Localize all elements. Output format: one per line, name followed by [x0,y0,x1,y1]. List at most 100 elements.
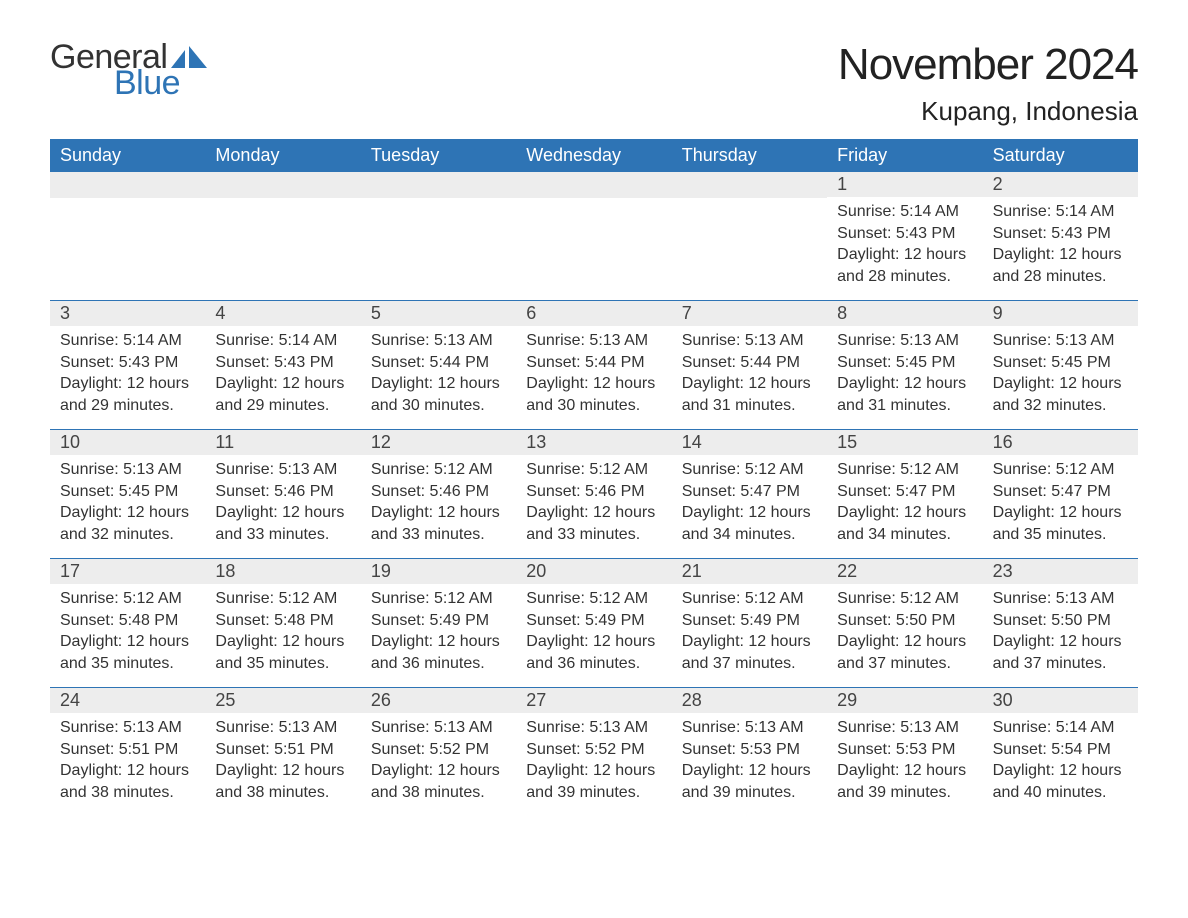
sunset-line: Sunset: 5:43 PM [993,223,1128,245]
sunrise-line: Sunrise: 5:14 AM [993,201,1128,223]
daylight-line: Daylight: 12 hours and 32 minutes. [993,373,1128,416]
day-cell: 19Sunrise: 5:12 AMSunset: 5:49 PMDayligh… [361,559,516,687]
daylight-line: Daylight: 12 hours and 35 minutes. [60,631,195,674]
sunset-line: Sunset: 5:46 PM [215,481,350,503]
day-cell [672,172,827,300]
day-number: 9 [983,301,1138,326]
week-row: 3Sunrise: 5:14 AMSunset: 5:43 PMDaylight… [50,300,1138,429]
sunrise-line: Sunrise: 5:13 AM [993,330,1128,352]
day-cell: 5Sunrise: 5:13 AMSunset: 5:44 PMDaylight… [361,301,516,429]
day-cell [516,172,671,300]
day-number: 14 [672,430,827,455]
day-number: 19 [361,559,516,584]
sunrise-line: Sunrise: 5:12 AM [526,588,661,610]
sunrise-line: Sunrise: 5:12 AM [60,588,195,610]
sunset-line: Sunset: 5:47 PM [837,481,972,503]
daylight-line: Daylight: 12 hours and 37 minutes. [837,631,972,674]
logo: General Blue [50,40,207,100]
calendar: SundayMondayTuesdayWednesdayThursdayFrid… [50,139,1138,816]
daylight-line: Daylight: 12 hours and 29 minutes. [60,373,195,416]
day-cell [50,172,205,300]
day-number: 10 [50,430,205,455]
day-number: 5 [361,301,516,326]
day-number: 25 [205,688,360,713]
day-cell: 26Sunrise: 5:13 AMSunset: 5:52 PMDayligh… [361,688,516,816]
day-cell: 3Sunrise: 5:14 AMSunset: 5:43 PMDaylight… [50,301,205,429]
day-number: 8 [827,301,982,326]
sunset-line: Sunset: 5:48 PM [60,610,195,632]
daylight-line: Daylight: 12 hours and 35 minutes. [215,631,350,674]
day-header-cell: Monday [205,139,360,172]
day-cell: 27Sunrise: 5:13 AMSunset: 5:52 PMDayligh… [516,688,671,816]
sunset-line: Sunset: 5:50 PM [837,610,972,632]
daylight-line: Daylight: 12 hours and 29 minutes. [215,373,350,416]
day-header-cell: Thursday [672,139,827,172]
day-number: 6 [516,301,671,326]
day-body: Sunrise: 5:13 AMSunset: 5:45 PMDaylight:… [983,326,1138,424]
day-number [205,172,360,198]
day-cell: 29Sunrise: 5:13 AMSunset: 5:53 PMDayligh… [827,688,982,816]
day-cell: 25Sunrise: 5:13 AMSunset: 5:51 PMDayligh… [205,688,360,816]
sunrise-line: Sunrise: 5:12 AM [682,588,817,610]
day-number: 7 [672,301,827,326]
sunset-line: Sunset: 5:45 PM [837,352,972,374]
sunrise-line: Sunrise: 5:13 AM [60,717,195,739]
day-cell: 14Sunrise: 5:12 AMSunset: 5:47 PMDayligh… [672,430,827,558]
day-header-row: SundayMondayTuesdayWednesdayThursdayFrid… [50,139,1138,172]
sunrise-line: Sunrise: 5:12 AM [837,459,972,481]
daylight-line: Daylight: 12 hours and 34 minutes. [837,502,972,545]
sunset-line: Sunset: 5:53 PM [682,739,817,761]
daylight-line: Daylight: 12 hours and 30 minutes. [371,373,506,416]
day-body: Sunrise: 5:14 AMSunset: 5:43 PMDaylight:… [205,326,360,424]
sunset-line: Sunset: 5:49 PM [371,610,506,632]
day-number: 11 [205,430,360,455]
daylight-line: Daylight: 12 hours and 39 minutes. [526,760,661,803]
header: General Blue November 2024 Kupang, Indon… [50,40,1138,127]
day-cell: 18Sunrise: 5:12 AMSunset: 5:48 PMDayligh… [205,559,360,687]
daylight-line: Daylight: 12 hours and 38 minutes. [215,760,350,803]
day-body: Sunrise: 5:13 AMSunset: 5:44 PMDaylight:… [361,326,516,424]
day-body: Sunrise: 5:13 AMSunset: 5:50 PMDaylight:… [983,584,1138,682]
day-number: 3 [50,301,205,326]
day-body: Sunrise: 5:14 AMSunset: 5:54 PMDaylight:… [983,713,1138,811]
day-cell: 1Sunrise: 5:14 AMSunset: 5:43 PMDaylight… [827,172,982,300]
daylight-line: Daylight: 12 hours and 38 minutes. [60,760,195,803]
day-cell: 30Sunrise: 5:14 AMSunset: 5:54 PMDayligh… [983,688,1138,816]
sunset-line: Sunset: 5:49 PM [682,610,817,632]
sunrise-line: Sunrise: 5:13 AM [215,717,350,739]
daylight-line: Daylight: 12 hours and 33 minutes. [215,502,350,545]
daylight-line: Daylight: 12 hours and 31 minutes. [837,373,972,416]
day-cell: 10 Sunrise: 5:13 AMSunset: 5:45 PMDayligh… [50,430,205,558]
sunset-line: Sunset: 5:45 PM [60,481,195,503]
day-body: Sunrise: 5:14 AMSunset: 5:43 PMDaylight:… [983,197,1138,295]
day-cell: 2Sunrise: 5:14 AMSunset: 5:43 PMDaylight… [983,172,1138,300]
day-body: Sunrise: 5:13 AMSunset: 5:53 PMDaylight:… [672,713,827,811]
week-row: 17Sunrise: 5:12 AMSunset: 5:48 PMDayligh… [50,558,1138,687]
day-body: Sunrise: 5:13 AMSunset: 5:52 PMDaylight:… [361,713,516,811]
daylight-line: Daylight: 12 hours and 32 minutes. [60,502,195,545]
sunset-line: Sunset: 5:47 PM [993,481,1128,503]
day-number: 22 [827,559,982,584]
day-body: Sunrise: 5:12 AMSunset: 5:46 PMDaylight:… [361,455,516,553]
sunrise-line: Sunrise: 5:13 AM [371,717,506,739]
day-number: 18 [205,559,360,584]
day-number: 26 [361,688,516,713]
daylight-line: Daylight: 12 hours and 38 minutes. [371,760,506,803]
sunset-line: Sunset: 5:43 PM [60,352,195,374]
day-number: 24 [50,688,205,713]
month-title: November 2024 [838,40,1138,90]
sunrise-line: Sunrise: 5:12 AM [215,588,350,610]
daylight-line: Daylight: 12 hours and 31 minutes. [682,373,817,416]
sunrise-line: Sunrise: 5:13 AM [526,717,661,739]
sunrise-line: Sunrise: 5:13 AM [60,459,195,481]
daylight-line: Daylight: 12 hours and 39 minutes. [837,760,972,803]
day-number [361,172,516,198]
day-number [672,172,827,198]
sunset-line: Sunset: 5:44 PM [371,352,506,374]
sunset-line: Sunset: 5:49 PM [526,610,661,632]
daylight-line: Daylight: 12 hours and 39 minutes. [682,760,817,803]
day-cell: 8Sunrise: 5:13 AMSunset: 5:45 PMDaylight… [827,301,982,429]
day-number: 16 [983,430,1138,455]
day-header-cell: Wednesday [516,139,671,172]
day-number: 23 [983,559,1138,584]
